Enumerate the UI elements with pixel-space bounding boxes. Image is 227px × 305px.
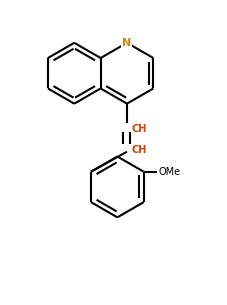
Text: N: N <box>122 38 132 48</box>
Text: CH: CH <box>132 145 147 155</box>
Text: CH: CH <box>132 124 147 135</box>
Text: OMe: OMe <box>158 167 180 177</box>
